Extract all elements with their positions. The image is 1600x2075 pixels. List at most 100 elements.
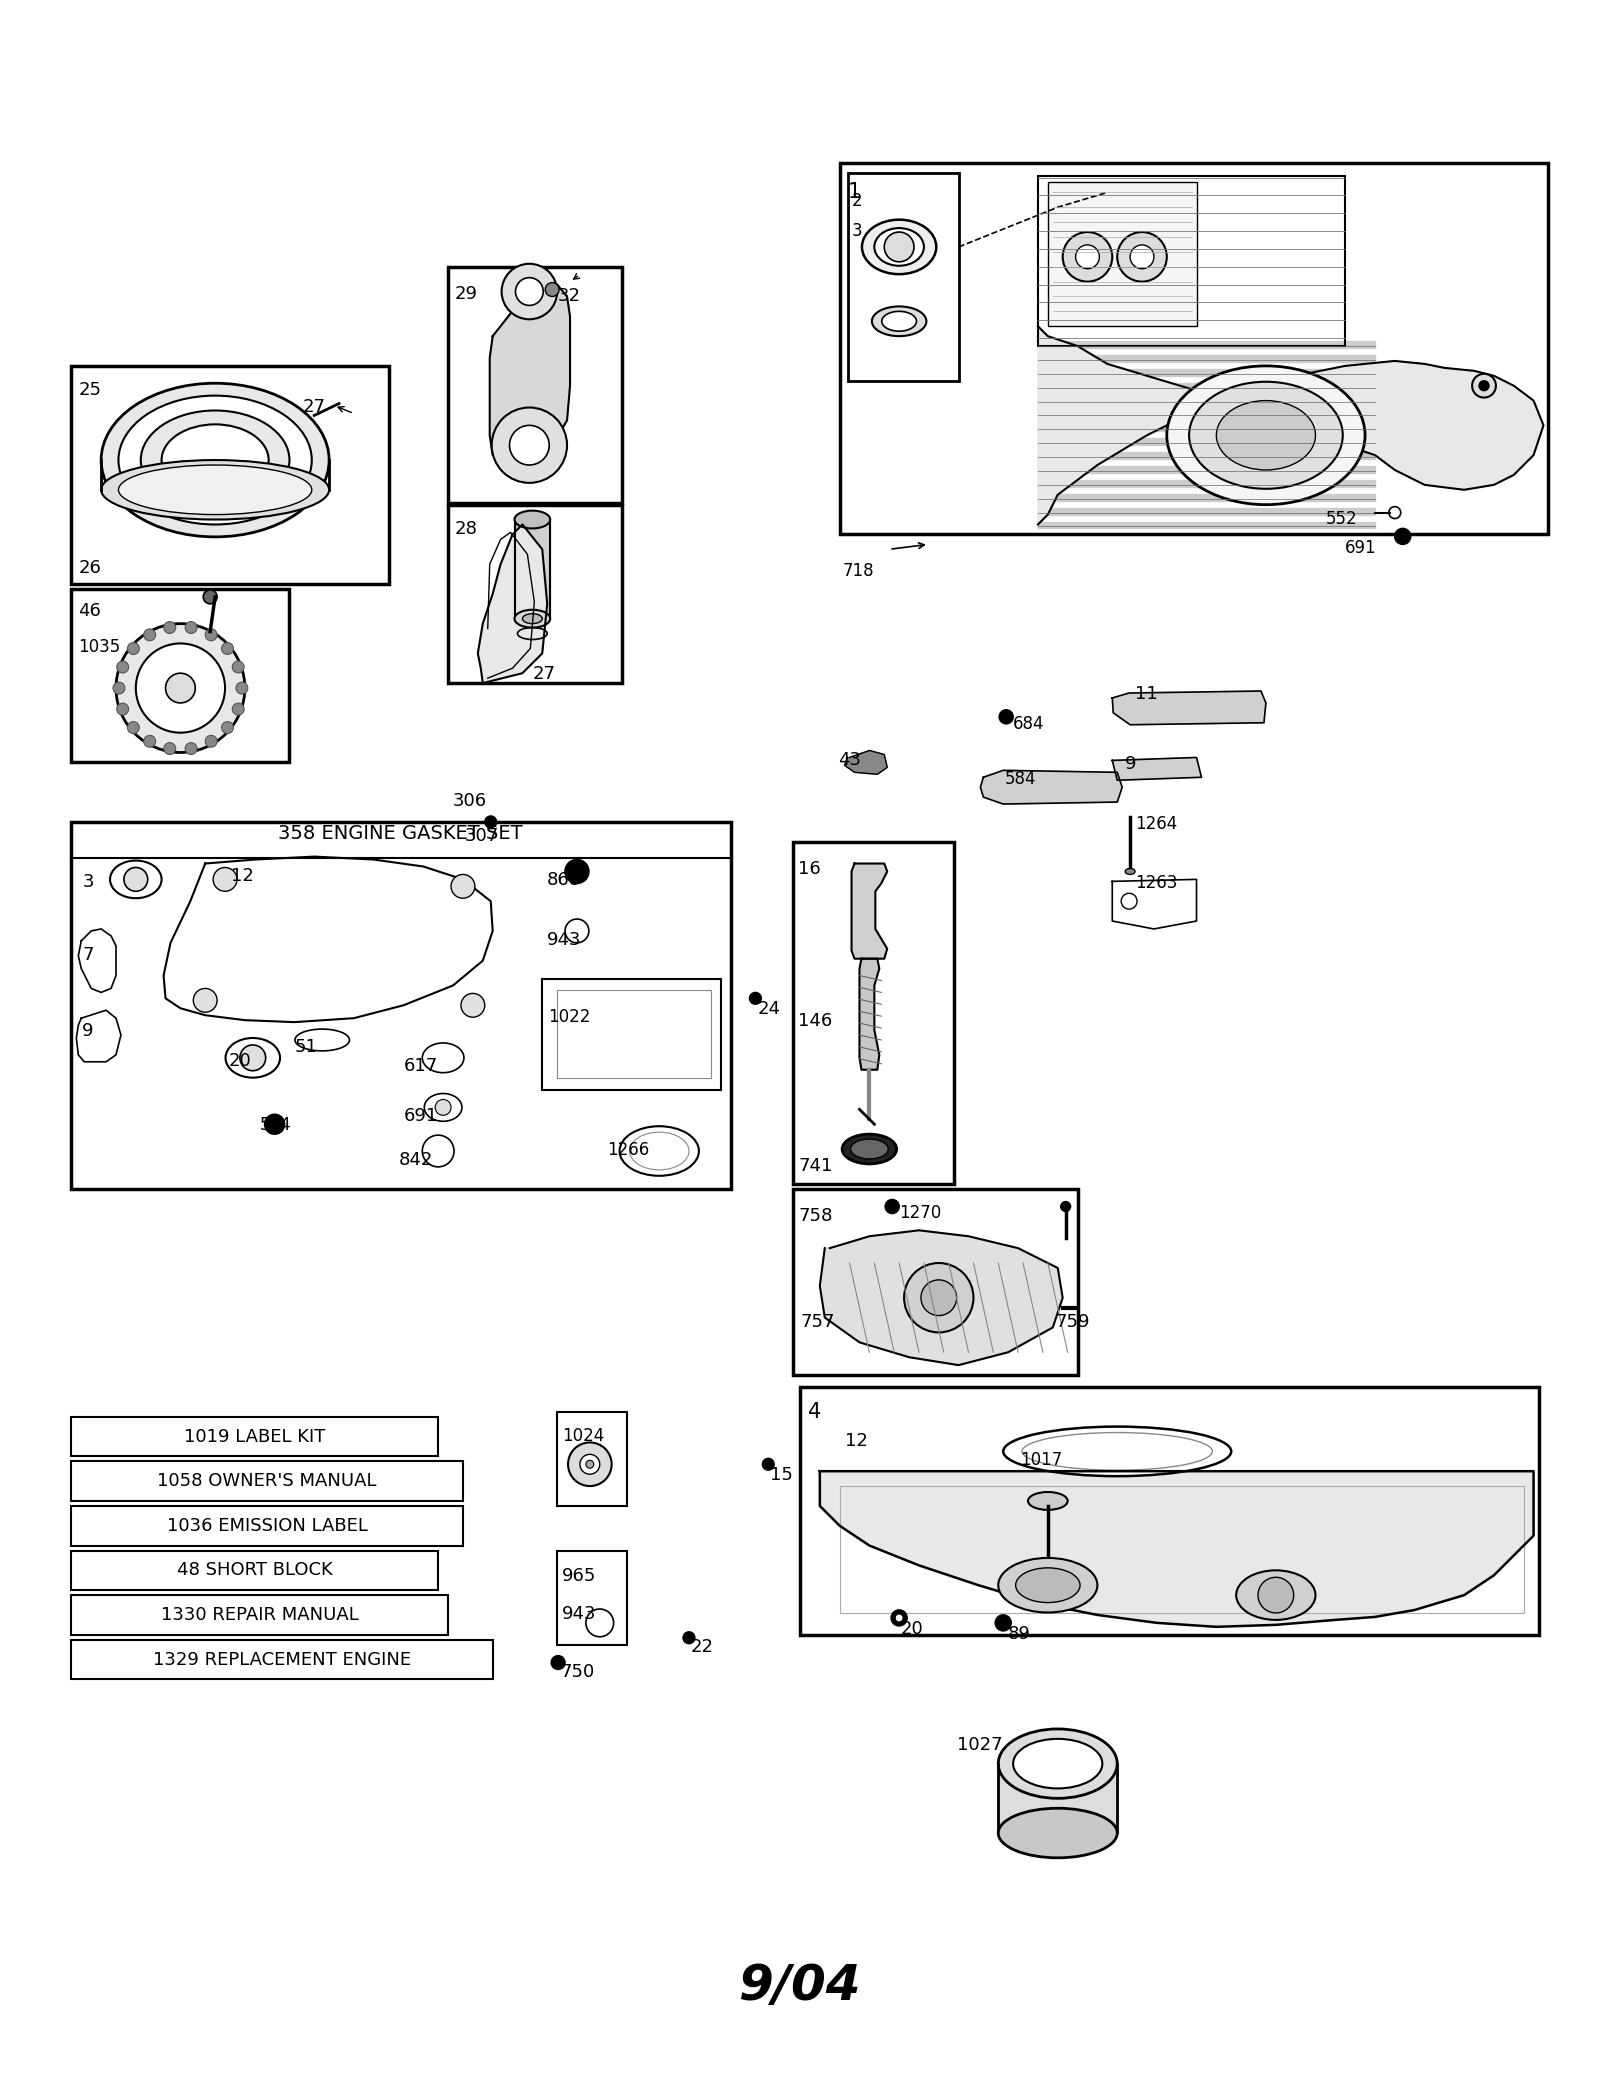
Circle shape: [114, 683, 125, 693]
Ellipse shape: [1216, 400, 1315, 469]
Text: 11: 11: [1134, 685, 1158, 703]
Polygon shape: [851, 863, 888, 959]
Text: 584: 584: [1005, 770, 1037, 789]
Text: 524: 524: [259, 1116, 291, 1135]
Text: 9: 9: [1125, 755, 1136, 774]
Ellipse shape: [998, 1728, 1117, 1799]
Circle shape: [1389, 506, 1400, 519]
Polygon shape: [1112, 691, 1266, 724]
Text: 1019 LABEL KIT: 1019 LABEL KIT: [184, 1428, 325, 1446]
Text: 617: 617: [403, 1056, 438, 1075]
Text: 943: 943: [547, 932, 582, 948]
Ellipse shape: [515, 610, 550, 627]
Text: 306: 306: [453, 793, 486, 809]
Bar: [72, 1506, 462, 1546]
Polygon shape: [845, 751, 888, 774]
Ellipse shape: [110, 861, 162, 898]
Text: 1017: 1017: [1021, 1450, 1062, 1469]
Circle shape: [683, 1631, 694, 1643]
Ellipse shape: [226, 1038, 280, 1077]
Circle shape: [136, 643, 226, 732]
Circle shape: [232, 662, 245, 672]
Text: 20: 20: [901, 1621, 923, 1637]
Circle shape: [264, 1114, 285, 1135]
Text: 1270: 1270: [899, 1204, 941, 1222]
Bar: [72, 1596, 448, 1635]
Circle shape: [205, 629, 218, 641]
Text: 46: 46: [78, 602, 101, 620]
Circle shape: [894, 1614, 902, 1623]
Bar: [800, 1386, 1539, 1635]
Circle shape: [586, 1608, 614, 1637]
Bar: [557, 1550, 627, 1645]
Polygon shape: [859, 959, 880, 1071]
Polygon shape: [1112, 880, 1197, 930]
Ellipse shape: [118, 396, 312, 525]
Ellipse shape: [523, 614, 542, 625]
Circle shape: [451, 874, 475, 898]
Text: 1024: 1024: [562, 1428, 605, 1444]
Polygon shape: [78, 930, 115, 992]
Bar: [840, 1486, 1523, 1612]
Text: 1: 1: [848, 183, 861, 203]
Circle shape: [485, 815, 496, 828]
Text: 1027: 1027: [957, 1737, 1002, 1753]
Circle shape: [1395, 529, 1411, 544]
Ellipse shape: [422, 1044, 464, 1073]
Circle shape: [194, 988, 218, 1013]
Circle shape: [221, 643, 234, 654]
Polygon shape: [1038, 326, 1544, 525]
Circle shape: [1472, 374, 1496, 398]
Circle shape: [461, 994, 485, 1017]
Text: 691: 691: [403, 1108, 438, 1125]
Circle shape: [885, 1199, 899, 1214]
Circle shape: [749, 992, 762, 1004]
Bar: [448, 504, 621, 683]
Circle shape: [115, 625, 245, 753]
Polygon shape: [77, 1011, 122, 1062]
Circle shape: [922, 1280, 957, 1316]
Circle shape: [117, 703, 128, 716]
Text: 32: 32: [558, 286, 581, 305]
Text: 943: 943: [562, 1606, 597, 1623]
Polygon shape: [819, 1230, 1062, 1365]
Text: 9: 9: [82, 1023, 94, 1040]
Text: 2: 2: [851, 193, 862, 210]
Circle shape: [885, 232, 914, 261]
Bar: [557, 1411, 627, 1506]
Circle shape: [435, 1100, 451, 1116]
Circle shape: [1258, 1577, 1294, 1612]
Bar: [72, 1417, 438, 1457]
Text: 24: 24: [757, 1000, 781, 1019]
Bar: [542, 979, 720, 1089]
Polygon shape: [1112, 757, 1202, 780]
Ellipse shape: [874, 228, 923, 266]
Text: 4: 4: [808, 1403, 821, 1421]
Text: 29: 29: [454, 284, 478, 303]
Bar: [848, 172, 958, 380]
Circle shape: [240, 1046, 266, 1071]
Circle shape: [213, 867, 237, 892]
Text: 7: 7: [82, 946, 94, 963]
Circle shape: [203, 589, 218, 604]
Circle shape: [565, 859, 589, 884]
Circle shape: [165, 672, 195, 703]
Text: 16: 16: [798, 859, 821, 878]
Circle shape: [117, 662, 128, 672]
Circle shape: [163, 622, 176, 633]
Circle shape: [1478, 380, 1490, 390]
Bar: [72, 365, 389, 583]
Ellipse shape: [118, 465, 312, 515]
Text: 9/04: 9/04: [739, 1961, 861, 2011]
Text: 51: 51: [294, 1038, 317, 1056]
Polygon shape: [478, 525, 547, 683]
Circle shape: [186, 743, 197, 755]
Text: 750: 750: [560, 1662, 594, 1681]
Bar: [72, 1550, 438, 1589]
Text: 1264: 1264: [1134, 815, 1178, 832]
Circle shape: [491, 407, 566, 483]
Text: 3: 3: [851, 222, 862, 241]
Text: 691: 691: [1346, 540, 1378, 558]
Ellipse shape: [101, 384, 330, 537]
Bar: [557, 990, 710, 1077]
